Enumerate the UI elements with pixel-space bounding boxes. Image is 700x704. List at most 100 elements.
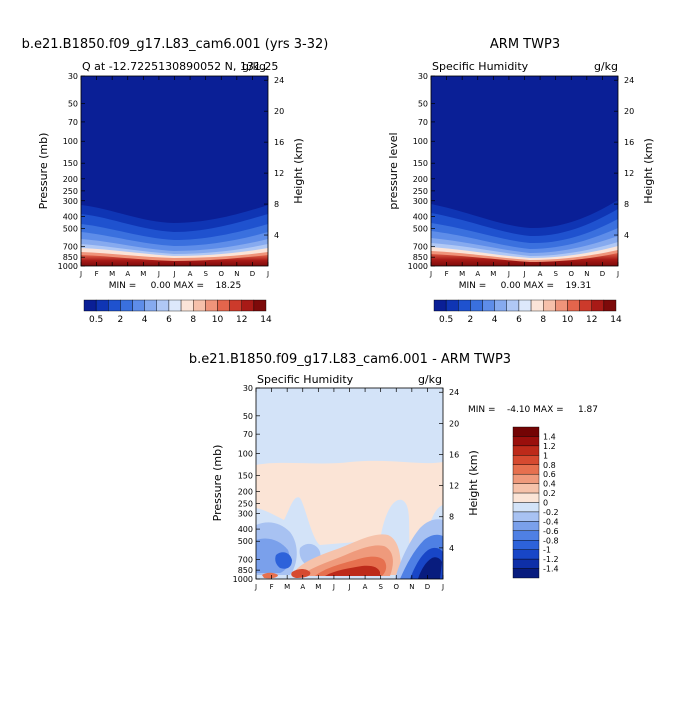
panel3-xtick-label: J [332,583,335,591]
panel3-colorbar-label: 1.2 [543,442,556,451]
panel1-colorbar-swatch [205,299,218,312]
panel3-subtitle-right: g/kg [418,373,442,386]
panel1-xtick-label: J [266,270,269,278]
panel1-colorbar-swatch [108,299,121,312]
panel2-ytick-label: 250 [413,187,428,196]
panel2-xtick-label: J [522,270,525,278]
panel1-colorbar-swatch [217,299,230,312]
panel3-xtick-label: F [270,583,274,591]
panel1-xtick-label: S [203,270,208,278]
panel3-ytick-label: 30 [243,384,253,393]
panel3-ytick-label: 300 [238,509,253,518]
panel2-xtick-label: M [490,270,496,278]
panel3-colorbar-swatch [512,473,540,484]
panel1-ytick-label: 50 [68,100,78,109]
panel2-ytick-label: 30 [418,72,428,81]
panel3-colorbar-swatch [512,455,540,465]
panel1-colorbar-label: 14 [260,315,272,325]
panel2-colorbar: 0.5 2 4 6 8 10 12 14 [433,299,622,325]
panel1-colorbar-label: 8 [190,315,196,325]
panel1-colorbar-label: 4 [142,315,148,325]
panel3-title: b.e21.B1850.f09_g17.L83_cam6.001 - ARM T… [189,352,511,367]
panel2-xtick-label: F [445,270,449,278]
panel3-colorbar-swatch [512,568,540,579]
panel3-y2tick-label: 16 [449,450,459,459]
panel1-y2tick-label: 24 [274,76,284,85]
panel3-y2tick-label: 20 [449,419,459,428]
panel3-colorbar: 1.41.210.80.60.40.20-0.2-0.4-0.6-0.8-1-1… [512,426,559,579]
panel3-subtitle-left: Specific Humidity [257,373,354,386]
panel2-ytick-label: 70 [418,118,428,127]
panel3-colorbar-label: 0 [543,499,548,508]
panel1-plot [81,76,268,266]
panel1-subtitle-left: Q at -12.7225130890052 N, 131.25 [82,60,278,73]
panel2-colorbar-swatch [591,299,605,312]
panel2-xtick-label: M [459,270,465,278]
panel1-colorbar-swatch [120,299,133,312]
panel1-y2tick-label: 4 [274,231,279,240]
panel2-xtick-label: J [507,270,510,278]
panel3-negative-right-4 [418,557,442,579]
panel1-colorbar-swatch [95,299,109,312]
panel1-subtitle-right: g/kg [242,60,266,73]
panel1-ytick-label: 700 [63,243,78,252]
panel1-xtick-label: J [172,270,175,278]
panel3-y2tick-label: 8 [449,513,454,522]
panel1-colorbar-label: 0.5 [89,315,103,325]
panel1-colorbar-label: 2 [118,315,124,325]
panel2-ytick-label: 1000 [408,262,428,271]
panel1-colorbar-swatch [180,299,194,312]
panel-arm-twp3: ARM TWP3 Specific Humidity g/kg 30 50 70 10… [387,37,655,325]
panel3-colorbar-swatch [512,445,540,456]
panel1-xtick-label: D [250,270,255,278]
panel3-colorbar-swatch [512,521,540,532]
panel2-colorbar-swatch [470,299,483,312]
panel3-colorbar-label: -0.6 [543,527,559,536]
panel3-ytick-label: 1000 [233,575,253,584]
panel2-xtick-label: J [429,270,432,278]
panel3-xtick-label: J [347,583,350,591]
panel3-colorbar-label: 1.4 [543,432,556,441]
panel3-plot [256,388,443,579]
panel3-y2tick-label: 12 [449,482,459,491]
panel2-y2tick-label: 24 [624,76,634,85]
panel1-colorbar-swatch [241,299,255,312]
panel3-y2tick-label: 4 [449,544,454,553]
panel1-xtick-label: M [109,270,115,278]
panel1-colorbar-swatch [156,299,170,312]
panel3-colorbar-swatch [512,492,540,503]
panel3-colorbar-label: 0.2 [543,489,556,498]
panel2-colorbar-label: 10 [562,315,574,325]
panel1-colorbar-swatch [229,299,242,312]
panel2-colorbar-label: 0.5 [439,315,453,325]
panel1-ytick-label: 100 [63,137,78,146]
panel3-ylabel: Pressure (mb) [211,445,224,522]
panel2-colorbar-swatch [543,299,556,312]
panel1-xtick-label: O [218,270,224,278]
panel2-colorbar-label: 6 [516,315,522,325]
panel2-title: ARM TWP3 [490,37,560,52]
panel2-y2tick-label: 8 [624,200,629,209]
panel2-ytick-label: 400 [413,212,428,221]
panel3-minmax: MIN = -4.10 MAX = 1.87 [468,405,598,415]
panel2-subtitle-left: Specific Humidity [432,60,529,73]
panel3-colorbar-swatch [512,436,540,447]
panel2-y2tick-label: 16 [624,138,634,147]
panel3-positive-jan [262,572,278,579]
panel1-colorbar-label: 12 [236,315,247,325]
panel1-ylabel: Pressure (mb) [37,133,50,210]
panel3-ytick-label: 850 [238,566,253,575]
panel1-colorbar-label: 10 [212,315,224,325]
panel2-ytick-label: 700 [413,243,428,252]
panel3-ytick-label: 150 [238,472,253,481]
panel3-colorbar-swatch [512,511,540,522]
panel3-ytick-label: 50 [243,412,253,421]
panel2-colorbar-swatch [567,299,580,312]
panel3-colorbar-label: -0.8 [543,536,559,545]
panel3-xtick-label: D [425,583,430,591]
panel2-ylabel: pressure level [387,132,400,209]
panel2-ytick-label: 50 [418,100,428,109]
panel-model-q: b.e21.B1850.f09_g17.L83_cam6.001 (yrs 3-… [22,37,329,325]
